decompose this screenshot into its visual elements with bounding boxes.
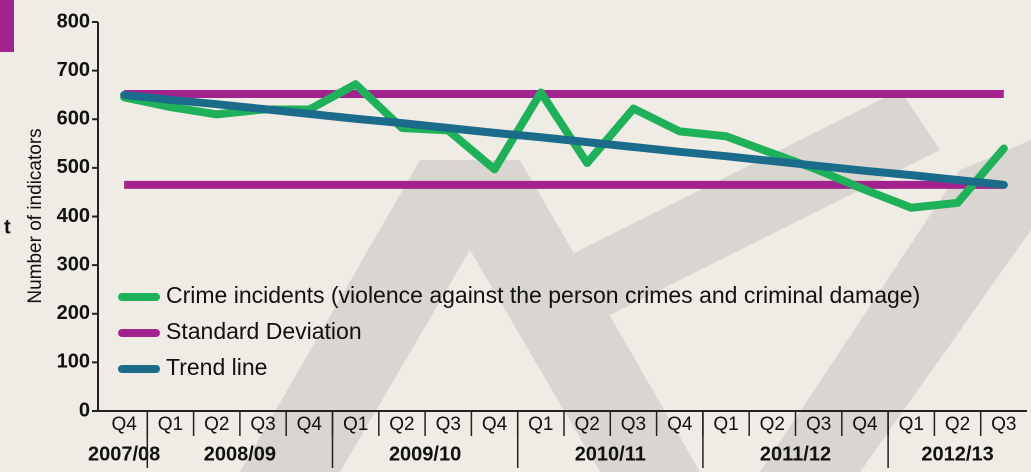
legend-label: Trend line [166, 354, 267, 380]
x-tick-label: Q1 [528, 414, 553, 435]
group-label: 2012/13 [921, 443, 993, 465]
x-tick-label: Q2 [760, 414, 785, 435]
x-tick-label: Q3 [436, 414, 461, 435]
x-tick-label: Q4 [297, 414, 323, 435]
group-label: 2011/12 [760, 443, 831, 465]
legend-label: Standard Deviation [166, 318, 362, 344]
y-axis-label: Number of indicators [25, 128, 46, 303]
y-tick-label: 300 [57, 253, 90, 275]
y-tick-label: 600 [57, 108, 90, 130]
y-tick-label: 100 [57, 351, 90, 373]
x-tick-label: Q1 [713, 414, 738, 435]
watermark [240, 90, 1031, 472]
y-tick-label: 400 [57, 205, 90, 227]
group-label: 2007/08 [88, 443, 160, 465]
group-label: 2009/10 [389, 443, 461, 465]
trend-line [120, 90, 1008, 189]
y-tick-label: 800 [57, 10, 90, 32]
x-tick-label: Q2 [389, 414, 414, 435]
side-block [0, 0, 14, 52]
x-tick-label: Q2 [945, 414, 970, 435]
x-tick-label: Q1 [899, 414, 924, 435]
x-tick-label: Q4 [852, 414, 878, 435]
x-tick-label: Q2 [574, 414, 599, 435]
x-tick-label: Q3 [991, 414, 1016, 435]
x-tick-label: Q4 [667, 414, 693, 435]
x-tick-label: Q2 [204, 414, 229, 435]
y-tick-label: 500 [57, 156, 90, 178]
x-tick-label: Q3 [621, 414, 646, 435]
group-label: 2010/11 [575, 443, 646, 465]
x-tick-label: Q1 [343, 414, 368, 435]
x-tick-label: Q1 [158, 414, 183, 435]
y-tick-label: 0 [79, 399, 90, 421]
x-tick-label: Q3 [250, 414, 275, 435]
side-text: t [4, 216, 11, 238]
y-tick-label: 700 [57, 59, 90, 81]
group-label: 2008/09 [204, 443, 276, 465]
x-tick-label: Q4 [482, 414, 508, 435]
legend-label: Crime incidents (violence against the pe… [166, 282, 920, 308]
x-tick-label: Q3 [806, 414, 831, 435]
x-tick-label: Q4 [111, 414, 137, 435]
y-tick-label: 200 [57, 302, 90, 324]
